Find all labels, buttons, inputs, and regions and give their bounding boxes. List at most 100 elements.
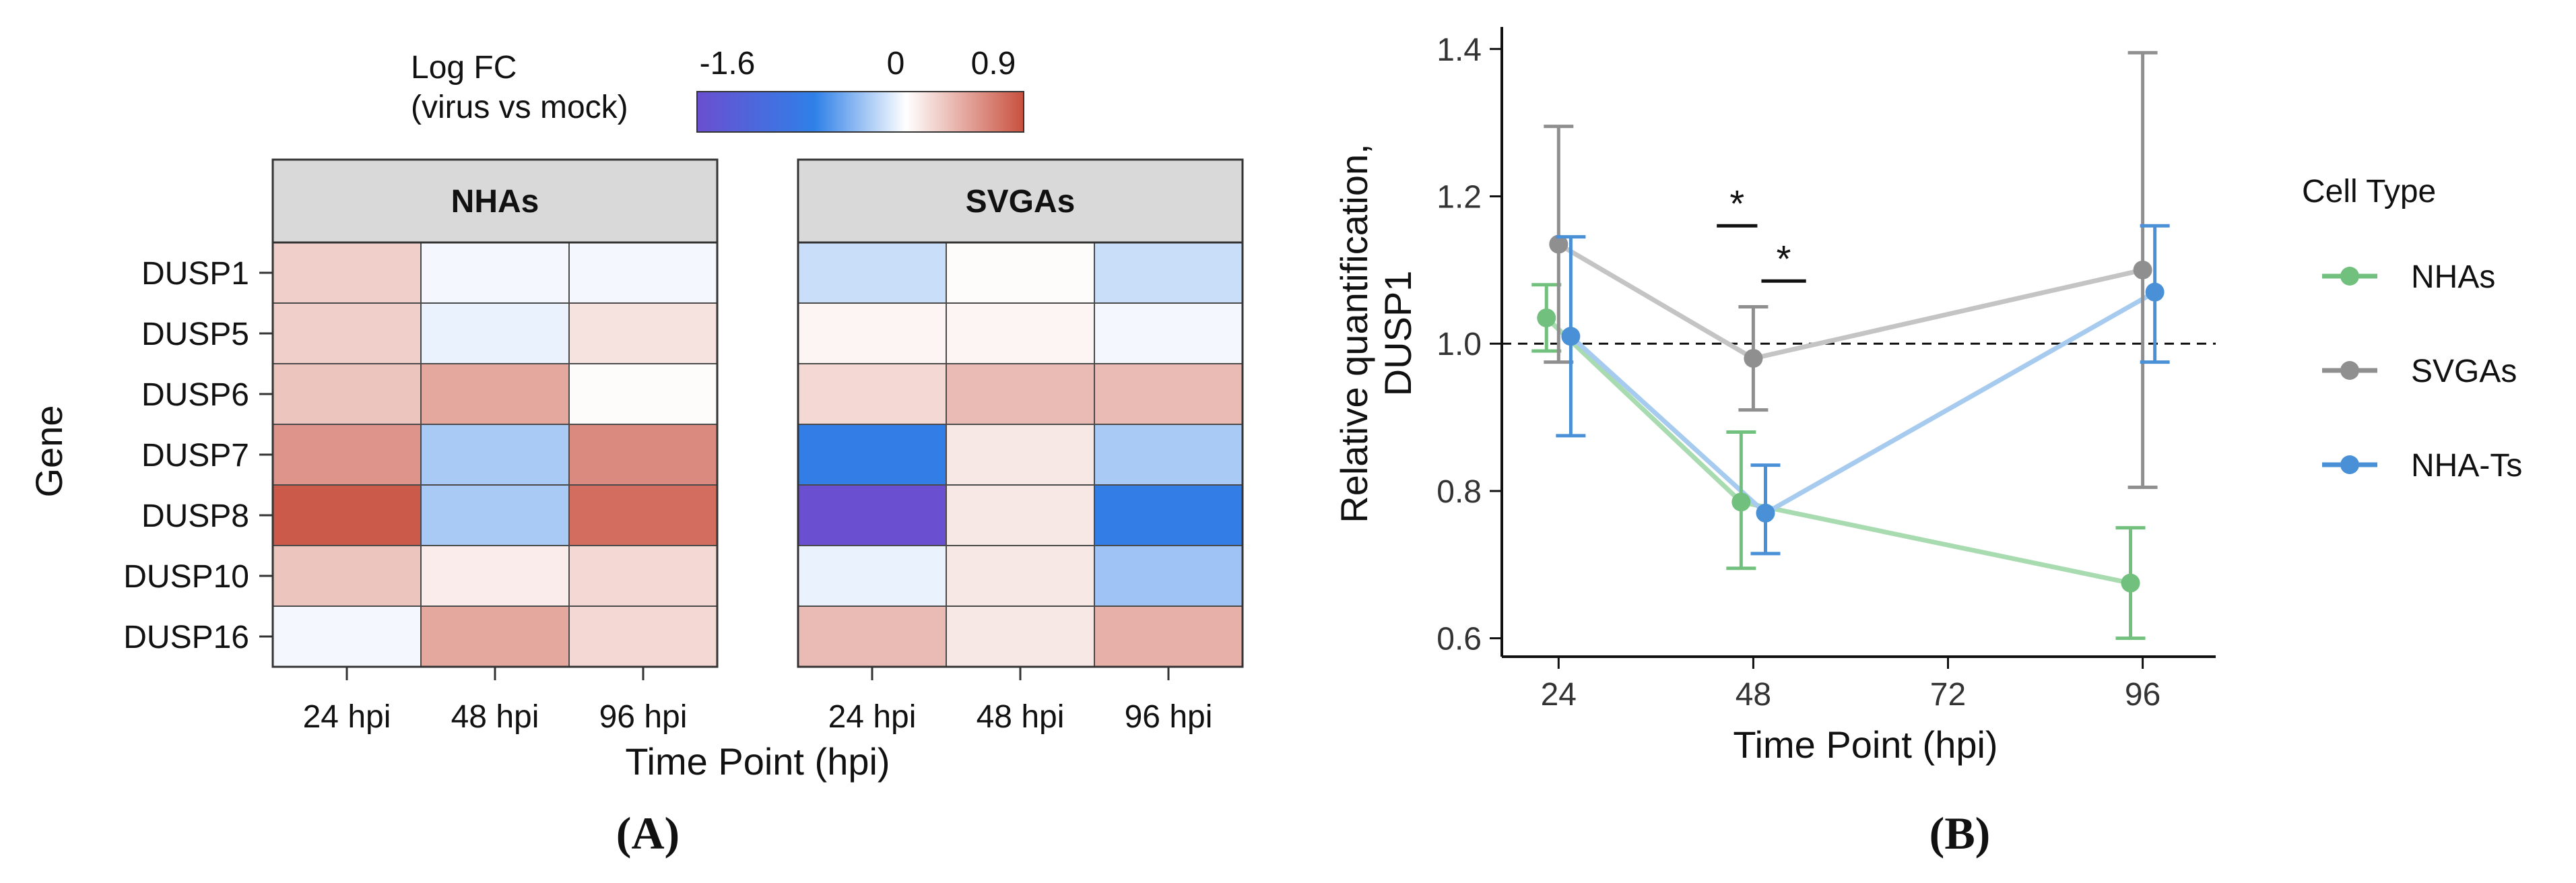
heat-cell-nhas-dusp5-2 [420,302,570,364]
heat-cell-nhas-dusp10-1 [272,545,422,607]
data-point-nhas [2121,573,2140,593]
column-label-nhas-1: 24 hpi [303,699,391,735]
heat-cell-svgas-dusp8-3 [1094,484,1243,546]
heat-cell-svgas-dusp5-1 [797,302,947,364]
legend-label-svgas: SVGAs [2411,354,2517,389]
column-label-svgas-2: 48 hpi [977,699,1065,735]
heat-cell-svgas-dusp10-1 [797,545,947,607]
x-tick-label: 96 [2125,677,2160,713]
legend-key-point [2340,267,2359,286]
heat-cell-nhas-dusp8-1 [272,484,422,546]
series-line-nha-ts [1569,290,2156,517]
heat-cell-svgas-dusp10-2 [946,545,1095,607]
data-point-nhas [1537,308,1556,327]
line-y-title-line2: DUSP1 [1377,271,1419,397]
data-point-nhas [1731,492,1751,512]
heat-cell-nhas-dusp7-2 [420,424,570,486]
heat-cell-nhas-dusp5-3 [568,302,718,364]
data-point-svgas [1549,234,1568,254]
heat-cell-svgas-dusp6-2 [946,363,1095,425]
heat-cell-svgas-dusp5-2 [946,302,1095,364]
heat-cell-svgas-dusp7-1 [797,424,947,486]
heat-cell-nhas-dusp7-1 [272,424,422,486]
row-label-dusp8: DUSP8 [141,498,249,534]
heat-cell-nhas-dusp1-2 [420,242,570,304]
heat-cell-nhas-dusp16-1 [272,606,422,667]
x-tick-label: 24 [1541,677,1577,713]
data-point-nha-ts [1561,327,1581,346]
colorbar-tick-zero: 0 [887,46,905,81]
significance-star: * [1729,182,1744,224]
legend-title-line1: Log FC [411,50,517,86]
legend-title-line2: (virus vs mock) [411,90,628,125]
series-line-svgas [1557,242,2144,361]
heat-cell-svgas-dusp1-3 [1094,242,1243,304]
heat-cell-nhas-dusp1-3 [568,242,718,304]
heat-cell-svgas-dusp5-3 [1094,302,1243,364]
heat-cell-nhas-dusp6-3 [568,363,718,425]
heat-cell-nhas-dusp16-2 [420,606,570,667]
heat-cell-nhas-dusp5-1 [272,302,422,364]
heat-cell-svgas-dusp8-2 [946,484,1095,546]
row-label-dusp16: DUSP16 [123,620,249,655]
facet-strip-nhas: NHAs [271,158,719,244]
heatmap-column-labels: 24 hpi 48 hpi 96 hpi 24 hpi 48 hpi 96 hpi [303,667,1213,735]
heat-cell-nhas-dusp10-2 [420,545,570,607]
colorbar [696,91,1024,133]
legend-key-point [2340,455,2359,474]
heat-cell-nhas-dusp6-2 [420,363,570,425]
significance-markers: ** [1717,182,1806,283]
y-tick-label: 1.4 [1436,32,1482,68]
significance-star: * [1777,237,1791,280]
data-point-svgas [1744,349,1763,368]
panel-a-label: (A) [616,808,680,859]
y-tick-label: 0.6 [1436,622,1482,657]
facet-label-nhas: NHAs [451,184,539,220]
cell-type-legend: Cell Type NHAs SVGAs NHA-Ts [2302,174,2522,484]
heat-cell-svgas-dusp16-1 [797,606,947,667]
x-tick-label: 48 [1736,677,1771,713]
y-tick-label: 1.2 [1436,180,1482,216]
heat-cell-nhas-dusp8-3 [568,484,718,546]
row-label-dusp7: DUSP7 [141,438,249,473]
data-point-svgas [2133,260,2152,280]
heat-cell-svgas-dusp16-2 [946,606,1095,667]
column-label-svgas-3: 96 hpi [1125,699,1213,735]
heat-cell-svgas-dusp7-3 [1094,424,1243,486]
heatmap-x-title: Time Point (hpi) [625,740,890,783]
legend-label-nha-ts: NHA-Ts [2411,448,2522,484]
heatmap-row-labels: DUSP1 DUSP5 DUSP6 DUSP7 DUSP8 DUSP10 DUSP16 [123,256,273,655]
heatmap-cells [272,242,1243,667]
heat-cell-svgas-dusp1-1 [797,242,947,304]
row-label-dusp1: DUSP1 [141,256,249,292]
row-label-dusp10: DUSP10 [123,559,249,595]
column-label-svgas-1: 24 hpi [828,699,917,735]
colorbar-tick-min: -1.6 [700,46,756,81]
y-tick-label: 1.0 [1436,327,1482,362]
heat-cell-nhas-dusp7-3 [568,424,718,486]
legend-label-nhas: NHAs [2411,259,2495,295]
colorbar-legend: Log FC (virus vs mock) -1.6 0 0.9 [411,46,1024,133]
data-point-nha-ts [2145,282,2165,302]
line-y-title-line1: Relative quantification, [1333,143,1375,523]
data-point-nha-ts [1756,503,1775,523]
heat-cell-nhas-dusp8-2 [420,484,570,546]
heat-cell-nhas-dusp10-3 [568,545,718,607]
heat-cell-svgas-dusp6-3 [1094,363,1243,425]
heat-cell-svgas-dusp1-2 [946,242,1095,304]
heat-cell-nhas-dusp16-3 [568,606,718,667]
cell-type-legend-title: Cell Type [2302,174,2436,209]
row-label-dusp6: DUSP6 [141,377,249,413]
line-chart-series [1531,51,2170,641]
heat-cell-svgas-dusp10-3 [1094,545,1243,607]
facet-label-svgas: SVGAs [966,184,1076,220]
heat-cell-svgas-dusp6-1 [797,363,947,425]
colorbar-tick-max: 0.9 [971,46,1016,81]
panel-a: Log FC (virus vs mock) -1.6 0 0.9 NHAs S… [28,46,1244,859]
line-x-title: Time Point (hpi) [1733,723,1997,766]
facet-strip-svgas: SVGAs [797,158,1244,244]
heat-cell-nhas-dusp6-1 [272,363,422,425]
row-label-dusp5: DUSP5 [141,317,249,352]
column-label-nhas-2: 48 hpi [451,699,539,735]
